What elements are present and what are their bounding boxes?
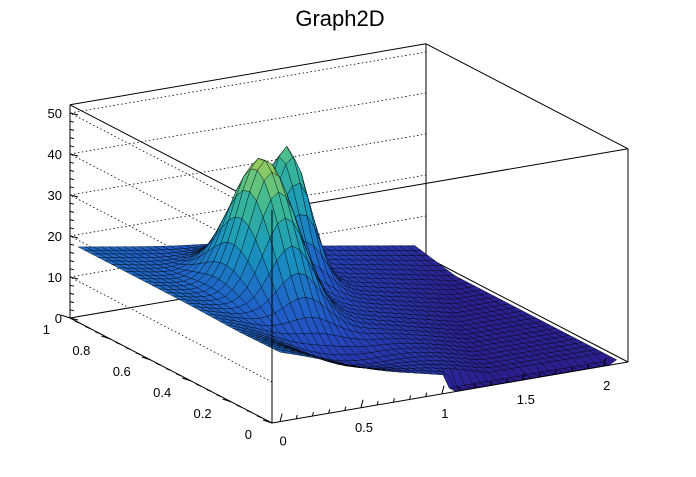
- y-major-tick: [141, 356, 151, 361]
- y-major-tick: [222, 398, 232, 403]
- y-minor-tick: [175, 373, 182, 377]
- z-minor-tick: [69, 292, 75, 295]
- front-bottom-edge: [271, 361, 629, 424]
- front-top-edge: [271, 148, 629, 211]
- grid-line-back-wall: [69, 51, 427, 114]
- z-tick-label: 20: [48, 229, 62, 244]
- z-major-tick: [69, 276, 79, 280]
- x-tick-label: 2: [603, 378, 610, 393]
- z-minor-tick: [69, 243, 75, 246]
- z-minor-tick: [69, 219, 75, 222]
- x-minor-tick: [409, 395, 412, 400]
- x-minor-tick: [554, 370, 557, 375]
- grid-lines: [69, 51, 427, 383]
- y-minor-tick: [196, 383, 202, 387]
- y-minor-tick: [85, 326, 91, 329]
- z-minor-tick: [69, 227, 75, 230]
- z-tick-label: 50: [48, 106, 62, 121]
- y-minor-tick: [115, 341, 121, 345]
- y-minor-tick: [155, 362, 162, 366]
- x-minor-tick: [344, 406, 347, 411]
- y-tick-label: 0.2: [194, 406, 212, 421]
- z-major-tick: [69, 317, 79, 321]
- x-major-tick: [522, 371, 526, 381]
- x-minor-tick: [376, 400, 379, 406]
- x-tick-label: 0: [279, 434, 286, 449]
- y-minor-tick: [246, 410, 252, 413]
- z-minor-tick: [69, 161, 75, 164]
- x-minor-tick: [311, 411, 314, 417]
- y-major-tick: [182, 377, 192, 382]
- x-minor-tick: [538, 373, 541, 378]
- y-major-tick: [101, 335, 111, 340]
- z-tick-label: 10: [48, 270, 62, 285]
- z-minor-tick: [69, 260, 75, 263]
- surface-mesh: [77, 145, 618, 393]
- z-minor-tick: [69, 202, 75, 205]
- z-minor-tick: [69, 120, 75, 123]
- x-major-tick: [603, 358, 607, 367]
- z-minor-tick: [69, 137, 75, 140]
- x-minor-tick: [506, 378, 509, 383]
- x-minor-tick: [392, 398, 395, 403]
- x-tick-label: 1.5: [517, 392, 535, 407]
- x-minor-tick: [328, 409, 331, 414]
- z-major-tick: [69, 153, 79, 157]
- chart-title: Graph2D: [295, 6, 384, 31]
- right-top-edge: [425, 43, 629, 150]
- y-tick-label: 1: [43, 322, 50, 337]
- z-minor-tick: [69, 284, 75, 287]
- back-top-edge: [69, 43, 427, 106]
- y-minor-tick: [165, 368, 172, 371]
- y-tick-label: 0: [245, 427, 252, 442]
- z-minor-tick: [69, 301, 75, 304]
- y-minor-tick: [95, 331, 101, 335]
- x-major-tick: [279, 413, 283, 422]
- z-minor-tick: [69, 169, 75, 172]
- z-minor-tick: [69, 309, 75, 312]
- y-tick-label: 0.6: [113, 364, 131, 379]
- x-major-tick: [360, 399, 364, 408]
- z-minor-tick: [69, 210, 75, 213]
- z-tick-label: 30: [48, 188, 62, 203]
- y-minor-tick: [216, 394, 222, 398]
- y-major-tick: [262, 419, 273, 424]
- y-major-tick: [60, 314, 71, 319]
- x-minor-tick: [473, 384, 476, 389]
- z-minor-tick: [69, 186, 75, 189]
- y-minor-tick: [135, 352, 141, 356]
- z-minor-tick: [69, 268, 75, 271]
- z-major-tick: [69, 235, 79, 239]
- x-minor-tick: [425, 392, 428, 397]
- z-minor-tick: [69, 145, 75, 148]
- x-minor-tick: [587, 364, 590, 370]
- x-tick-label: 1: [441, 406, 448, 421]
- y-minor-tick: [236, 404, 242, 408]
- y-minor-tick: [125, 347, 131, 350]
- x-minor-tick: [489, 381, 492, 386]
- grid-line-back-wall: [69, 92, 427, 155]
- y-minor-tick: [206, 389, 212, 392]
- z-minor-tick: [69, 128, 75, 131]
- z-tick-label: 0: [55, 311, 62, 326]
- z-major-tick: [69, 112, 79, 116]
- x-minor-tick: [570, 367, 573, 372]
- x-minor-tick: [295, 414, 298, 419]
- y-tick-label: 0.4: [153, 385, 171, 400]
- z-tick-label: 40: [48, 147, 62, 162]
- y-minor-tick: [74, 320, 81, 324]
- z-minor-tick: [69, 251, 75, 254]
- z-major-tick: [69, 194, 79, 198]
- y-minor-tick: [256, 415, 263, 419]
- x-tick-label: 0.5: [355, 420, 373, 435]
- x-minor-tick: [457, 386, 460, 392]
- y-tick-label: 0.8: [72, 343, 90, 358]
- x-major-tick: [441, 385, 445, 395]
- z-minor-tick: [69, 178, 75, 181]
- right-bottom-edge: [425, 256, 629, 363]
